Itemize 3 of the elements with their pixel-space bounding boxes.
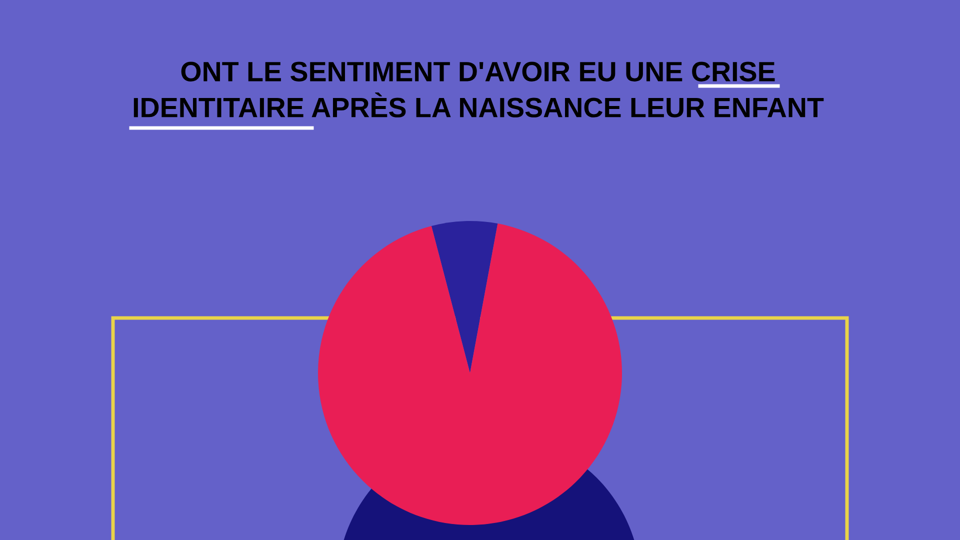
- pie-slice: [431, 221, 498, 373]
- chart-title: ONT LE SENTIMENT D'AVOIR EU UNE CRISE IDENTITAIRE APRÈS LA NAISSANCE LEUR ENFANT: [134, 62, 824, 118]
- pie-slice: [318, 224, 622, 525]
